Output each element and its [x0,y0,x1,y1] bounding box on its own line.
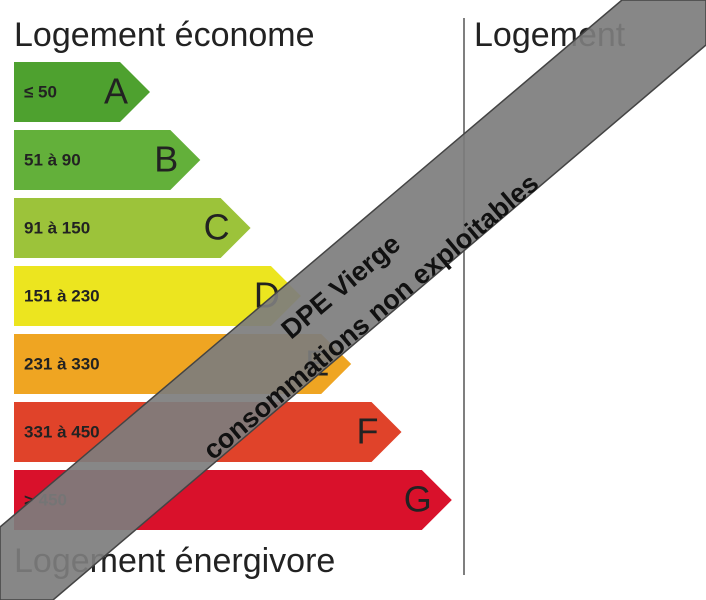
class-range: 91 à 150 [24,218,90,237]
class-range: 51 à 90 [24,150,81,169]
class-letter: B [154,139,178,180]
class-range: 231 à 330 [24,354,100,373]
class-letter: G [404,479,432,520]
class-arrow [14,266,301,326]
left-title: Logement économe [14,16,315,54]
class-letter: C [204,207,230,248]
class-arrow [14,130,201,190]
class-arrow [14,198,251,258]
class-letter: F [357,411,379,452]
class-range: 151 à 230 [24,286,100,305]
class-range: 331 à 450 [24,422,100,441]
class-range: ≤ 50 [24,82,57,101]
class-arrow [14,62,150,122]
class-letter: A [104,71,128,112]
